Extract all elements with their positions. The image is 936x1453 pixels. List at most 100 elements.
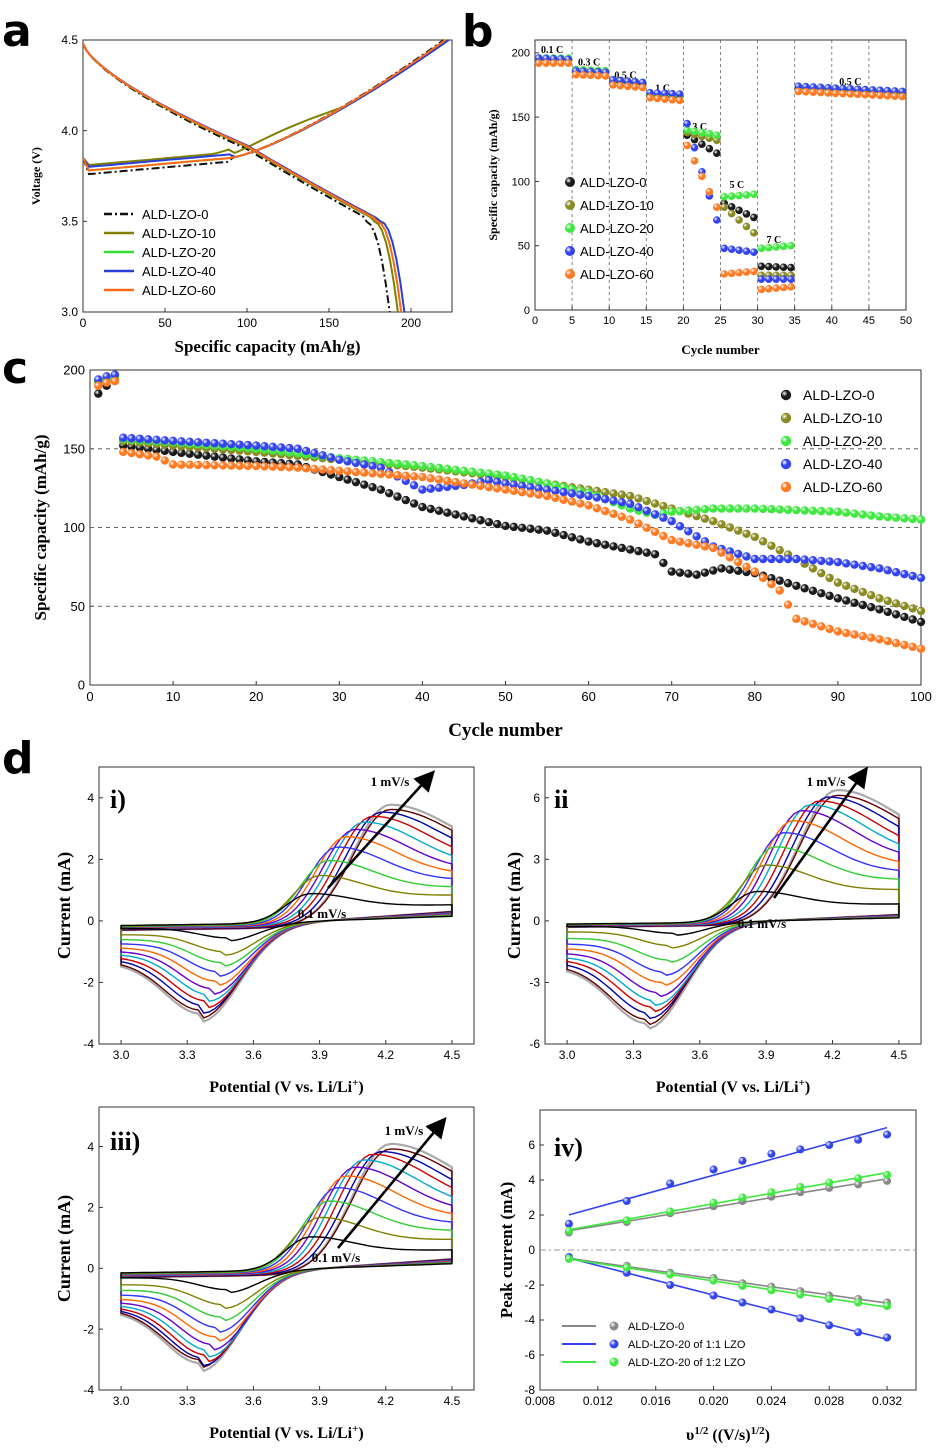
panel-c-point-ALD-LZO-0 — [717, 564, 726, 573]
panel-c-point-ALD-LZO-60 — [817, 622, 826, 631]
panel-c-point-ALD-LZO-0 — [218, 453, 228, 462]
panel-b-point-ALD-LZO-20 — [735, 191, 743, 200]
panel-b-y-tick-label: 100 — [512, 176, 530, 188]
panel-d-iv-x-tick-label: 0.024 — [756, 1394, 786, 1408]
panel-c-point-ALD-LZO-20 — [384, 458, 394, 468]
x-label-tail: ((V/s) — [708, 1427, 750, 1444]
panel-d-iv-point-ALD-LZO-20 of 1:2 LZO — [796, 1183, 805, 1191]
panel-d-i-y-tick-label: -2 — [83, 976, 94, 990]
panel-c-point-ALD-LZO-20 — [775, 505, 784, 514]
panel-b-point-ALD-LZO-40 — [750, 248, 758, 256]
panel-d-iv-x-tick-label: 0.028 — [814, 1394, 844, 1408]
panel-c-point-ALD-LZO-0 — [384, 488, 394, 498]
panel-d-ii-x-tick-label: 4.2 — [824, 1048, 841, 1062]
panel-c-point-ALD-LZO-0 — [185, 449, 194, 458]
panel-c-point-ALD-LZO-40 — [559, 488, 568, 497]
panel-b-point-ALD-LZO-60 — [898, 92, 907, 101]
panel-b-point-ALD-LZO-60 — [542, 59, 550, 67]
panel-d-iv-point-ALD-LZO-20 of 1:2 LZO — [709, 1276, 718, 1285]
panel-c-point-ALD-LZO-0 — [343, 475, 352, 484]
panel-c-point-ALD-LZO-20 — [792, 505, 801, 515]
panel-c-point-ALD-LZO-40 — [276, 443, 286, 452]
panel-d-iii: 3.0 3.3 3.6 3.9 4.2 4.5 -4 -2 0 2 4 iii) Potential (… — [54, 1106, 475, 1442]
panel-d-iv-point-ALD-LZO-20 of 1:1 LZO — [767, 1305, 776, 1314]
panel-c-point-ALD-LZO-0 — [401, 495, 410, 505]
panel-d-iv-y-tick-label: 2 — [528, 1208, 535, 1222]
panel-c-point-ALD-LZO-60 — [551, 493, 560, 503]
panel-letter: c — [2, 343, 28, 394]
panel-c-point-ALD-LZO-40 — [800, 555, 809, 564]
panel-d-i-annotation-low: 0.1 mV/s — [298, 906, 346, 921]
panel-c-point-ALD-LZO-40 — [218, 439, 228, 448]
panel-d-iv-point-ALD-LZO-20 of 1:1 LZO — [796, 1145, 805, 1154]
panel-c-point-ALD-LZO-40 — [94, 375, 103, 384]
panel-c-point-ALD-LZO-0 — [601, 540, 610, 550]
panel-c-point-ALD-LZO-20 — [908, 514, 917, 524]
panel-c-point-ALD-LZO-60 — [177, 460, 186, 469]
panel-c-point-ALD-LZO-10 — [900, 601, 909, 611]
panel-c-point-ALD-LZO-10 — [825, 573, 834, 583]
panel-d-iv-point-ALD-LZO-20 of 1:1 LZO — [825, 1141, 834, 1149]
panel-c-point-ALD-LZO-60 — [684, 539, 693, 548]
panel-b-point-ALD-LZO-60 — [839, 89, 847, 98]
panel-b-legend-label: ALD-LZO-0 — [580, 175, 646, 190]
panel-c-point-ALD-LZO-0 — [509, 522, 519, 532]
panel-c-point-ALD-LZO-20 — [900, 514, 909, 523]
panel-b-point-ALD-LZO-40 — [735, 246, 743, 255]
panel-d-ii-tag: ii — [554, 785, 568, 814]
panel-c-point-ALD-LZO-60 — [268, 462, 278, 471]
panel-a-y-tick-label: 3.0 — [61, 305, 78, 319]
panel-d-iv-point-ALD-LZO-20 of 1:1 LZO — [666, 1281, 675, 1289]
panel-c-point-ALD-LZO-60 — [858, 631, 868, 641]
panel-a-charge-curve-ALD-LZO-60 — [82, 39, 446, 172]
panel-b-point-ALD-LZO-60 — [646, 94, 654, 102]
panel-b-point-ALD-LZO-60 — [883, 92, 892, 100]
panel-c-point-ALD-LZO-10 — [659, 501, 668, 511]
panel-b-point-ALD-LZO-0 — [742, 210, 751, 218]
panel-c-point-ALD-LZO-60 — [401, 471, 410, 481]
panel-d-iv-point-ALD-LZO-20 of 1:2 LZO — [622, 1263, 631, 1272]
panel-c-point-ALD-LZO-20 — [883, 512, 892, 522]
panel-b-point-ALD-LZO-40 — [757, 275, 766, 283]
panel-c-point-ALD-LZO-60 — [775, 586, 784, 595]
panel-c-point-ALD-LZO-0 — [825, 591, 834, 601]
panel-b-point-ALD-LZO-60 — [846, 90, 855, 98]
panel-c-point-ALD-LZO-40 — [601, 494, 610, 504]
panel-c-point-ALD-LZO-60 — [484, 482, 494, 492]
panel-d-iv-x-tick-label: 0.016 — [641, 1394, 671, 1408]
panel-c-point-ALD-LZO-40 — [667, 517, 676, 526]
panel-a-legend-label: ALD-LZO-40 — [142, 264, 216, 279]
panel-d-iii-cv-curve — [120, 1200, 453, 1322]
panel-d-iii-cv-curve — [120, 1187, 453, 1333]
panel-c-point-ALD-LZO-60 — [567, 497, 577, 506]
panel-d-ii-annotation-high: 1 mV/s — [807, 774, 846, 789]
panel-c-point-ALD-LZO-40 — [168, 436, 178, 446]
panel-c-point-ALD-LZO-40 — [509, 480, 519, 489]
panel-d-ii-y-tick-label: 0 — [533, 914, 540, 928]
panel-d-iv-point-ALD-LZO-20 of 1:2 LZO — [738, 1281, 747, 1290]
panel-d-iv-point-ALD-LZO-0 — [854, 1180, 863, 1189]
panel-c-point-ALD-LZO-40 — [426, 484, 435, 493]
panel-a-y-tick-label: 4.5 — [61, 33, 78, 47]
panel-b-point-ALD-LZO-40 — [727, 245, 736, 254]
panel-c-point-ALD-LZO-60 — [792, 614, 801, 624]
panel-d-iii-x-tick-label: 4.5 — [444, 1394, 461, 1408]
panel-d-iv-fit-line — [568, 1257, 888, 1304]
panel-c-point-ALD-LZO-40 — [177, 437, 186, 446]
panel-c-point-ALD-LZO-40 — [659, 513, 668, 522]
x-axis-label-main: Potential (V vs. Li/Li — [209, 1425, 352, 1442]
panel-d-iv-fit-line — [568, 1257, 888, 1341]
panel-a-legend-label: ALD-LZO-60 — [142, 283, 216, 298]
panel-d-iv-point-ALD-LZO-20 of 1:1 LZO — [709, 1291, 718, 1300]
panel-b-x-tick-label: 30 — [751, 315, 763, 327]
panel-c-point-ALD-LZO-40 — [517, 481, 527, 491]
panel-d-iii-x-tick-label: 3.3 — [179, 1394, 196, 1408]
panel-c-point-ALD-LZO-0 — [709, 566, 718, 575]
panel-c-point-ALD-LZO-20 — [484, 469, 494, 478]
panel-b-point-ALD-LZO-0 — [779, 263, 788, 272]
panel-d-iv-point-ALD-LZO-20 of 1:2 LZO — [767, 1188, 776, 1197]
panel-c-point-ALD-LZO-40 — [692, 532, 701, 541]
x-label-close: ) — [765, 1427, 770, 1444]
panel-c-point-ALD-LZO-20 — [468, 467, 477, 476]
panel-c-point-ALD-LZO-60 — [542, 491, 552, 501]
